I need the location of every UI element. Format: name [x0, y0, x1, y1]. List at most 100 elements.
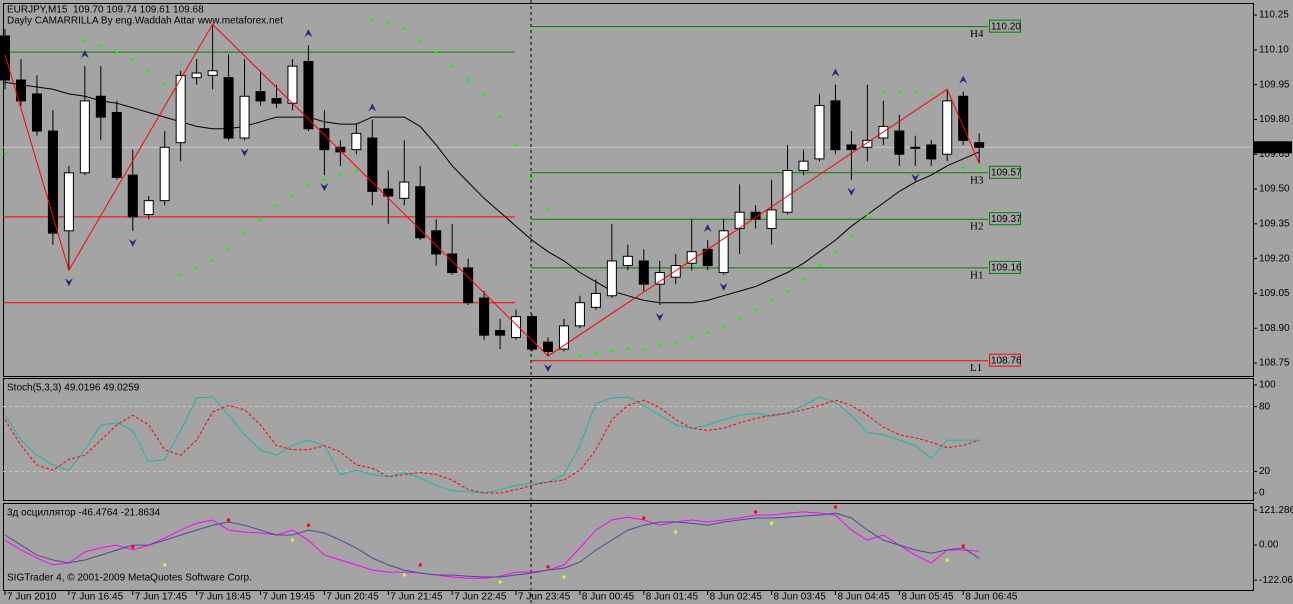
y-tick-label: 109.80	[1259, 114, 1290, 125]
y-tick-label: -122.0685	[1259, 575, 1293, 586]
sar-dot	[402, 27, 406, 31]
signal-marker	[131, 545, 135, 549]
sar-dot	[626, 347, 630, 351]
x-tick-label: 7 Jun 19:45	[263, 592, 316, 603]
candle-body	[95, 95, 106, 118]
level-name: H1	[970, 269, 983, 281]
candle-body	[750, 211, 761, 220]
fractal-up	[959, 75, 968, 84]
sar-dot	[817, 264, 821, 268]
sar-dot	[195, 266, 199, 270]
sar-dot	[690, 335, 694, 339]
chart-title: EURJPY,M15 109.70 109.74 109.61 109.68	[7, 5, 204, 16]
osc-panel	[3, 503, 1254, 591]
candle-body	[798, 160, 809, 171]
sar-dot	[115, 50, 119, 54]
sar-dot	[482, 92, 486, 96]
sar-dot	[290, 194, 294, 198]
chart-subtitle: Dayly CAMARRILLA By eng.Waddah Attar www…	[7, 16, 283, 27]
x-tick-label: 8 Jun 05:45	[901, 592, 954, 603]
candle-body	[574, 302, 585, 327]
indicator-line	[4, 399, 980, 494]
level-label-box	[989, 19, 1021, 33]
fractal-down	[128, 238, 137, 247]
sar-dot	[961, 166, 965, 170]
x-tick-label: 7 Jun 2010	[7, 592, 57, 603]
fractal-down	[64, 278, 73, 287]
signal-marker	[562, 575, 566, 579]
y-tick-label: 0	[1259, 488, 1265, 499]
candle-body	[638, 260, 649, 285]
candle-body	[287, 65, 298, 104]
candle-body	[351, 132, 362, 151]
candle-body	[942, 100, 953, 155]
candle-body	[303, 60, 314, 130]
sar-dot	[786, 289, 790, 293]
sar-dot	[881, 90, 885, 94]
candle-body	[814, 105, 825, 160]
candle-body	[910, 146, 921, 149]
candle-body	[207, 70, 218, 76]
candle-body	[718, 230, 729, 274]
candle-body	[479, 297, 490, 336]
signal-marker	[306, 523, 310, 527]
candle-body	[335, 146, 346, 153]
sar-dot	[913, 90, 917, 94]
sar-dot	[274, 203, 278, 207]
sar-dot	[434, 50, 438, 54]
signal-marker	[227, 518, 231, 522]
sar-dot	[83, 39, 87, 43]
sar-dot	[674, 340, 678, 344]
fractal-down	[847, 187, 856, 196]
candle-body	[926, 144, 937, 160]
x-tick-label: 8 Jun 06:45	[965, 592, 1018, 603]
footnote: SIGTrader 4, © 2001-2009 MetaQuotes Soft…	[7, 573, 252, 584]
level-label-box	[989, 165, 1021, 179]
sar-dot	[243, 231, 247, 235]
sar-dot	[131, 57, 135, 61]
sar-dot	[370, 18, 374, 22]
sar-dot	[514, 143, 518, 147]
y-tick-label: 110.10	[1259, 44, 1289, 55]
y-tick-label: 109.20	[1259, 253, 1290, 264]
sar-dot	[610, 349, 614, 353]
x-tick-label: 8 Jun 01:45	[646, 592, 699, 603]
signal-marker	[418, 563, 422, 567]
candle-body	[383, 188, 394, 197]
fractal-down	[543, 364, 552, 373]
sar-dot	[3, 152, 7, 156]
sar-dot	[849, 233, 853, 237]
zigzag	[4, 23, 980, 357]
signal-marker	[961, 544, 965, 548]
level-name: H2	[970, 221, 983, 233]
sar-dot	[179, 273, 183, 277]
candle-body	[958, 95, 969, 141]
candle-body	[399, 181, 410, 199]
sar-dot	[770, 298, 774, 302]
osc-title: 3д осциллятор -46.4764 -21.8634	[7, 508, 161, 519]
last-price-box	[1254, 141, 1292, 154]
indicator-line	[4, 396, 980, 494]
main-panel	[3, 3, 1254, 377]
candle-body	[415, 186, 426, 239]
sar-dot	[897, 90, 901, 94]
sar-dot	[865, 213, 869, 217]
x-tick-label: 7 Jun 16:45	[71, 592, 124, 603]
x-tick-label: 8 Jun 02:45	[710, 592, 763, 603]
candle-body	[111, 111, 122, 178]
x-tick-label: 7 Jun 17:45	[135, 592, 188, 603]
candle-body	[175, 74, 186, 144]
fractal-down	[240, 148, 249, 157]
level-value-label: 109.57	[991, 167, 1022, 178]
level-value-label: 108.76	[991, 355, 1022, 366]
candle-body	[830, 100, 841, 151]
x-tick-label: 7 Jun 18:45	[199, 592, 252, 603]
fractal-down	[655, 313, 664, 322]
candle-body	[511, 316, 522, 338]
candle-body	[654, 272, 665, 285]
candle-body	[255, 91, 266, 102]
signal-marker	[163, 563, 167, 567]
sar-dot	[211, 259, 215, 263]
sar-dot	[450, 64, 454, 68]
